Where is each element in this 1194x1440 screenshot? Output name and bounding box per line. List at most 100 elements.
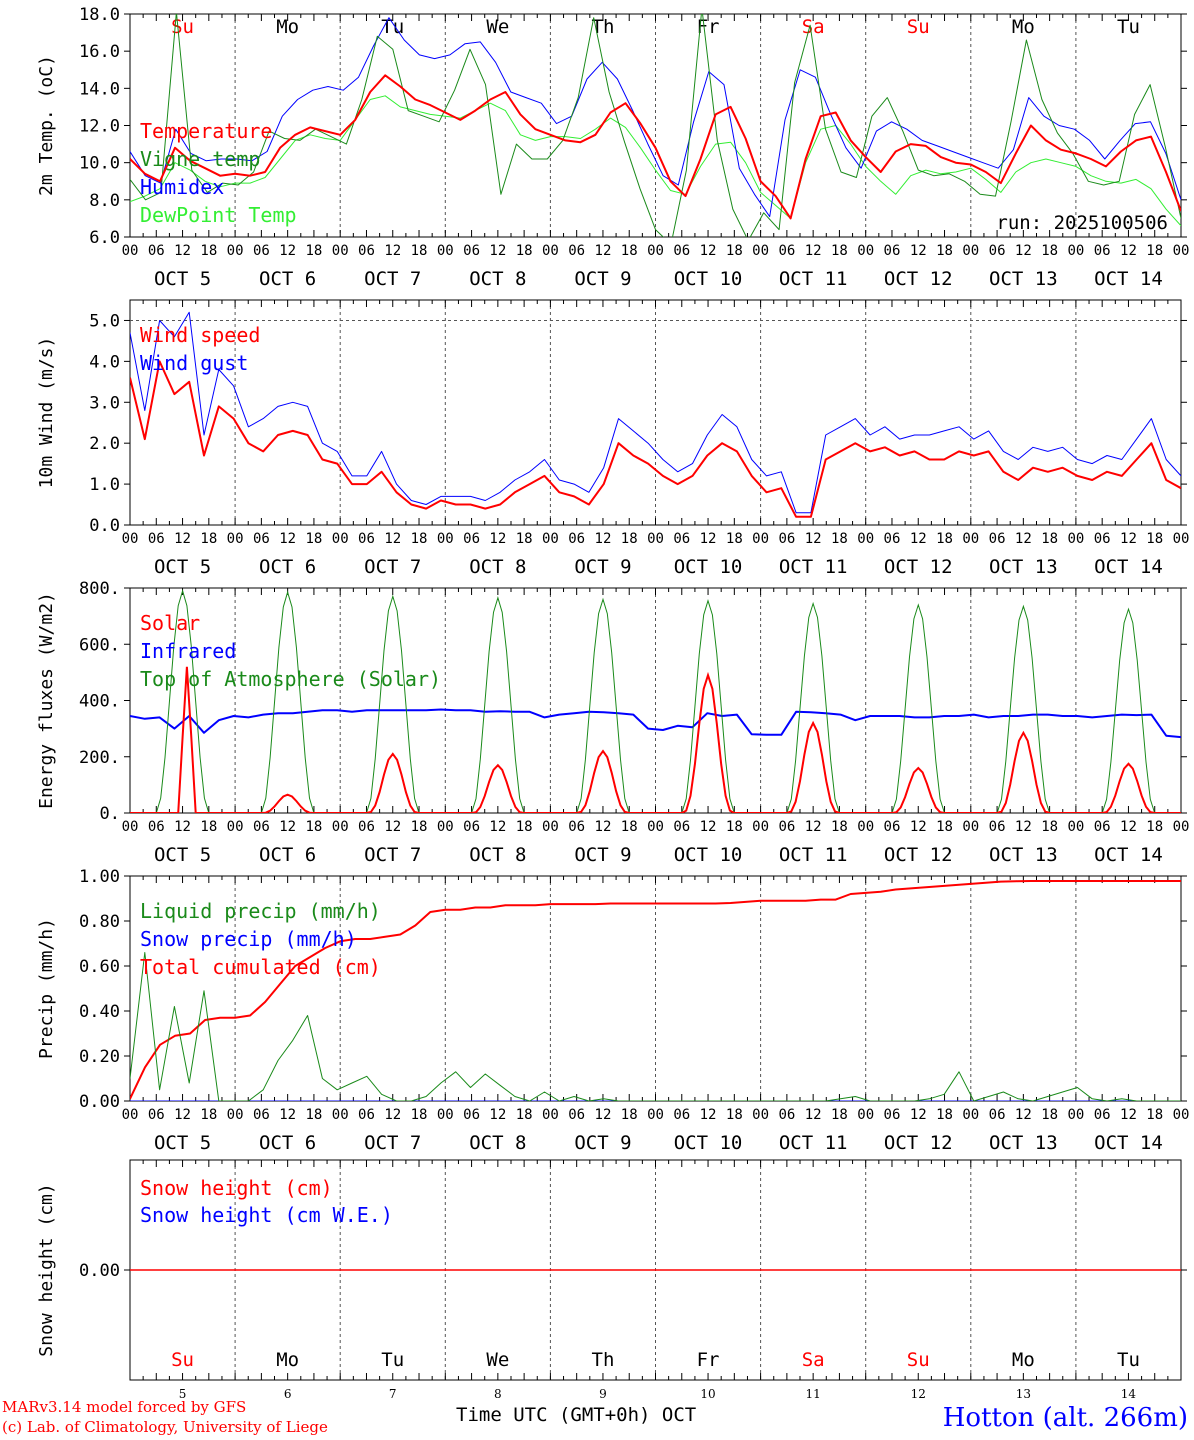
hour-tick-label: 06 [358, 531, 375, 547]
hour-tick-label: 06 [253, 531, 270, 547]
hour-tick-label: 18 [516, 531, 533, 547]
date-label: OCT 14 [1094, 556, 1163, 578]
hour-tick-label: 18 [411, 1107, 428, 1123]
hour-tick-label: 00 [1067, 531, 1084, 547]
hour-tick-label: 00 [857, 1107, 874, 1123]
legend-label: Snow height (cm W.E.) [140, 1203, 393, 1227]
date-label: OCT 5 [154, 1132, 211, 1154]
y-tick-label: 0.00 [79, 1261, 120, 1281]
day-number-label: 9 [599, 1387, 607, 1401]
hour-tick-label: 06 [358, 1107, 375, 1123]
hour-tick-label: 00 [332, 819, 349, 835]
hour-tick-label: 18 [621, 531, 638, 547]
hour-tick-label: 12 [174, 531, 191, 547]
legend-label: Top of Atmosphere (Solar) [140, 667, 441, 691]
legend-label: Snow height (cm) [140, 1176, 333, 1200]
hour-tick-label: 18 [936, 531, 953, 547]
date-label: OCT 6 [259, 268, 316, 290]
hour-tick-label: 18 [516, 243, 533, 259]
series-line-infrared [130, 708, 1181, 739]
legend-label: Snow precip (mm/h) [140, 927, 357, 951]
date-label: OCT 5 [154, 268, 211, 290]
date-label: OCT 14 [1094, 844, 1163, 866]
series-group [130, 311, 1181, 518]
y-tick-label: 18.0 [79, 5, 120, 25]
hour-tick-label: 18 [200, 1107, 217, 1123]
day-number-label: 13 [1016, 1387, 1031, 1401]
date-label: OCT 10 [674, 268, 743, 290]
y-tick-label: 2.0 [89, 434, 120, 454]
hour-tick-label: 00 [752, 531, 769, 547]
hour-tick-label: 12 [700, 1107, 717, 1123]
hour-tick-label: 18 [200, 819, 217, 835]
hour-tick-label: 00 [647, 1107, 664, 1123]
hour-tick-label: 12 [700, 243, 717, 259]
series-group [130, 589, 1181, 813]
y-tick-label: 0.0 [89, 516, 120, 536]
date-label: OCT 11 [779, 844, 848, 866]
legend-label: Wind gust [140, 351, 248, 375]
date-label: OCT 9 [574, 1132, 631, 1154]
y-tick-label: 0.60 [79, 957, 120, 977]
hour-tick-label: 18 [1146, 531, 1163, 547]
y-tick-label: 16.0 [79, 42, 120, 62]
model-credit: MARv3.14 model forced by GFS [2, 1398, 247, 1416]
y-tick-label: 4.0 [89, 352, 120, 372]
date-label: OCT 9 [574, 844, 631, 866]
date-label: OCT 13 [989, 844, 1058, 866]
hour-tick-label: 18 [411, 531, 428, 547]
hour-tick-label: 12 [1015, 819, 1032, 835]
hour-tick-label: 00 [122, 243, 139, 259]
hour-tick-label: 00 [962, 531, 979, 547]
legend-label: Solar [140, 611, 200, 635]
hour-tick-label: 06 [673, 1107, 690, 1123]
legend-label: Liquid precip (mm/h) [140, 899, 381, 923]
hour-tick-label: 06 [568, 243, 585, 259]
hour-tick-label: 06 [989, 1107, 1006, 1123]
hour-tick-label: 06 [463, 1107, 480, 1123]
hour-tick-label: 12 [279, 819, 296, 835]
date-label: OCT 11 [779, 556, 848, 578]
hour-tick-label: 18 [621, 243, 638, 259]
hour-tick-label: 18 [831, 1107, 848, 1123]
hour-tick-label: 12 [805, 531, 822, 547]
hour-tick-label: 12 [489, 243, 506, 259]
y-tick-label: 800. [79, 579, 120, 599]
hour-tick-label: 18 [1041, 531, 1058, 547]
weekday-label: Tu [1117, 16, 1140, 38]
y-tick-label: 3.0 [89, 393, 120, 413]
hour-tick-label: 18 [305, 819, 322, 835]
hour-tick-label: 06 [253, 1107, 270, 1123]
date-label: OCT 13 [989, 268, 1058, 290]
series-line-top-of-atmosphere-solar [130, 589, 1181, 813]
hour-tick-label: 06 [673, 531, 690, 547]
weekday-label: Fr [697, 16, 720, 38]
day-number-label: 6 [284, 1387, 292, 1401]
hour-tick-label: 06 [463, 819, 480, 835]
series-group [130, 14, 1181, 237]
day-number-label: 14 [1121, 1387, 1137, 1401]
hour-tick-label: 00 [437, 819, 454, 835]
date-label: OCT 7 [364, 556, 421, 578]
hour-tick-label: 00 [1173, 1107, 1190, 1123]
weekday-label: Mo [1012, 1349, 1035, 1371]
hour-tick-label: 06 [673, 243, 690, 259]
hour-tick-label: 06 [884, 531, 901, 547]
hour-tick-label: 12 [489, 819, 506, 835]
station-label: Hotton (alt. 266m) [942, 1403, 1188, 1433]
hour-tick-label: 18 [621, 819, 638, 835]
y-axis-label: Energy fluxes (W/m2) [36, 592, 57, 809]
hour-tick-label: 18 [621, 1107, 638, 1123]
hour-tick-label: 00 [962, 243, 979, 259]
day-number-label: 7 [389, 1387, 397, 1401]
y-tick-label: 1.0 [89, 475, 120, 495]
date-label: OCT 12 [884, 268, 953, 290]
hour-tick-label: 06 [1094, 531, 1111, 547]
hour-tick-label: 12 [384, 819, 401, 835]
hour-tick-label: 18 [936, 1107, 953, 1123]
hour-tick-label: 00 [542, 531, 559, 547]
legend-label: Infrared [140, 639, 236, 663]
hour-tick-label: 00 [332, 1107, 349, 1123]
date-label: OCT 12 [884, 556, 953, 578]
legend-label: Humidex [140, 175, 224, 199]
